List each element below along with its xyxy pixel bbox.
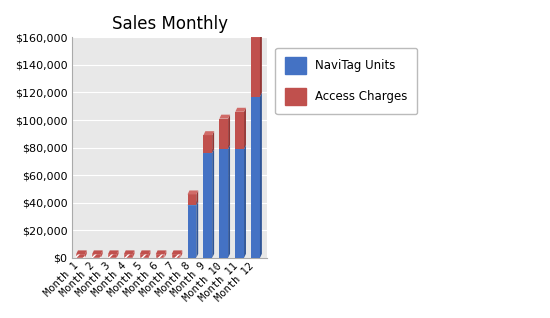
Bar bbox=[172, 254, 180, 258]
Polygon shape bbox=[219, 115, 230, 119]
Bar bbox=[156, 254, 164, 258]
Bar bbox=[108, 254, 117, 258]
Polygon shape bbox=[172, 250, 182, 254]
Polygon shape bbox=[235, 108, 246, 112]
Bar bbox=[204, 153, 212, 258]
Polygon shape bbox=[228, 115, 230, 149]
Polygon shape bbox=[76, 250, 87, 254]
Polygon shape bbox=[180, 250, 182, 258]
Polygon shape bbox=[188, 190, 198, 194]
Polygon shape bbox=[164, 250, 166, 258]
Polygon shape bbox=[235, 145, 246, 149]
Polygon shape bbox=[212, 131, 214, 153]
Polygon shape bbox=[244, 108, 246, 149]
Legend: NaviTag Units, Access Charges: NaviTag Units, Access Charges bbox=[275, 48, 417, 114]
Bar bbox=[219, 119, 228, 149]
Bar bbox=[188, 194, 196, 205]
Bar bbox=[251, 37, 260, 97]
Polygon shape bbox=[251, 33, 262, 37]
Polygon shape bbox=[108, 250, 119, 254]
Bar bbox=[251, 97, 260, 258]
Bar bbox=[219, 149, 228, 258]
Polygon shape bbox=[148, 250, 151, 258]
Polygon shape bbox=[188, 202, 198, 205]
Polygon shape bbox=[244, 145, 246, 258]
Polygon shape bbox=[133, 250, 135, 258]
Polygon shape bbox=[156, 250, 166, 254]
Polygon shape bbox=[124, 250, 135, 254]
Bar bbox=[235, 149, 244, 258]
Polygon shape bbox=[251, 93, 262, 97]
Polygon shape bbox=[219, 145, 230, 149]
Polygon shape bbox=[204, 131, 214, 135]
Bar bbox=[235, 112, 244, 149]
Bar bbox=[92, 254, 101, 258]
Bar bbox=[204, 135, 212, 153]
Polygon shape bbox=[101, 250, 103, 258]
Bar bbox=[188, 205, 196, 258]
Bar bbox=[76, 254, 85, 258]
Polygon shape bbox=[228, 145, 230, 258]
Title: Sales Monthly: Sales Monthly bbox=[112, 15, 228, 33]
Polygon shape bbox=[260, 33, 262, 97]
Polygon shape bbox=[212, 149, 214, 258]
Polygon shape bbox=[196, 202, 198, 258]
Polygon shape bbox=[204, 149, 214, 153]
Polygon shape bbox=[85, 250, 87, 258]
Polygon shape bbox=[196, 190, 198, 205]
Polygon shape bbox=[92, 250, 103, 254]
Polygon shape bbox=[260, 93, 262, 258]
Polygon shape bbox=[140, 250, 151, 254]
Polygon shape bbox=[117, 250, 119, 258]
Bar bbox=[140, 254, 148, 258]
Bar bbox=[124, 254, 133, 258]
